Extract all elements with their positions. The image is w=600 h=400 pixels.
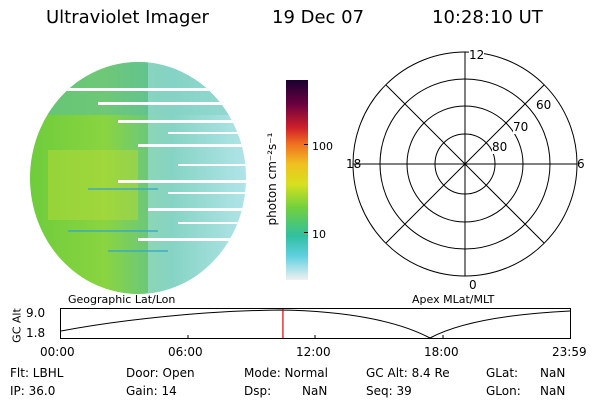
geographic-label: Geographic Lat/Lon [68,293,176,306]
status-glat: GLat: [486,366,519,380]
x-tick-2359: 23:59 [552,345,587,359]
mlt-label-12: 12 [469,48,485,62]
status-glat-value: NaN [540,366,566,380]
x-tick-1800: 18:00 [424,345,459,359]
status-ip: IP: 36.0 [10,384,56,398]
status-glon: GLon: [486,384,521,398]
status-mode: Mode: Normal [244,366,328,380]
status-door: Door: Open [126,366,195,380]
mlat-label-80: 80 [492,140,508,154]
date-label: 19 Dec 07 [272,7,365,28]
x-tick-1200: 12:00 [296,345,331,359]
colorbar [286,80,308,280]
status-seq: Seq: 39 [366,384,412,398]
mlt-label-6: 6 [577,157,585,171]
colorbar-unit-label: photon cm⁻²s⁻¹ [265,132,279,226]
auroral-image [30,62,246,294]
status-glon-value: NaN [540,384,566,398]
status-gain: Gain: 14 [126,384,177,398]
apex-label: Apex MLat/MLT [412,293,495,306]
mlt-label-18: 18 [346,157,362,171]
status-gc-alt: GC Alt: 8.4 Re [366,366,450,380]
status-dsp: Dsp: [244,384,272,398]
time-label: 10:28:10 UT [432,7,543,28]
colorbar-tick-100: 100 [312,140,333,153]
gc-alt-ytick-bottom: 1.8 [26,326,46,340]
colorbar-tick-10: 10 [312,228,326,241]
gc-alt-ytick-top: 9.0 [26,306,46,320]
mlat-label-70: 70 [513,120,529,134]
x-tick-0000: 00:00 [40,345,75,359]
x-tick-0600: 06:00 [168,345,203,359]
gc-alt-plot [60,308,571,339]
polar-grid [352,51,578,277]
status-dsp-value: NaN [302,384,328,398]
app-title: Ultraviolet Imager [46,7,209,28]
mlat-label-60: 60 [536,98,552,112]
mlt-label-0: 0 [469,278,477,292]
status-flt: Flt: LBHL [10,366,64,380]
gc-alt-ylabel: GC Alt [10,308,24,343]
